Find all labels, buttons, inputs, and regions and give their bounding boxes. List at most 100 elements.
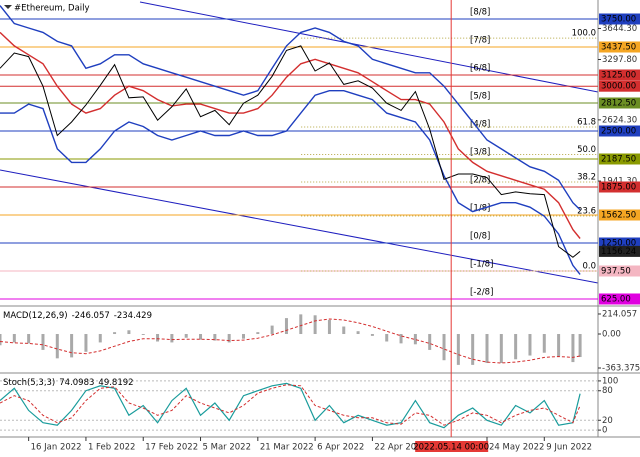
level-label: 937.50 — [601, 266, 631, 276]
fib-label: 38.2 — [577, 173, 596, 183]
macd-bar — [442, 334, 446, 361]
fib-label: 100.0 — [572, 29, 596, 39]
macd-bar — [27, 334, 31, 344]
macd-bar — [413, 334, 417, 345]
macd-bar — [241, 334, 245, 339]
level-tag — [599, 293, 640, 305]
price-line — [0, 45, 581, 258]
macd-bar — [485, 334, 489, 364]
price-line — [0, 5, 581, 211]
macd-bar — [55, 334, 59, 359]
x-tick-label: 22 Apr 2022 — [374, 443, 427, 453]
x-tick-label: 9 Jun 2022 — [546, 443, 592, 453]
murrey-label: [3/8] — [470, 147, 490, 157]
level-tag — [599, 97, 640, 109]
level-label: 1875.00 — [601, 182, 636, 192]
macd-bar — [98, 334, 102, 343]
murrey-label: [8/8] — [470, 7, 490, 17]
murrey-label: [1/8] — [470, 203, 490, 213]
fib-label: 61.8 — [577, 118, 596, 128]
chart-title: #Ethereum, Daily — [14, 4, 90, 14]
macd-bar — [141, 334, 145, 335]
stoch-header: Stoch(5,3,3) 74.0983 49.8192 — [3, 378, 134, 388]
level-tag — [599, 265, 640, 277]
x-tick-label: 21 Mar 2022 — [260, 443, 314, 453]
macd-bar — [528, 334, 532, 356]
macd-bar — [342, 326, 346, 335]
macd-bar — [471, 334, 475, 365]
marker-label: 2022.05.14 00:00 — [413, 443, 489, 453]
macd-signal — [0, 318, 581, 364]
y-tick-label: 20 — [602, 416, 613, 426]
level-tag — [599, 13, 640, 25]
level-tag — [599, 80, 640, 92]
macd-bar — [127, 330, 131, 335]
macd-bar — [370, 334, 374, 336]
y-tick-label: 214.057 — [602, 309, 637, 319]
price-line — [0, 31, 581, 239]
macd-bar — [213, 334, 217, 341]
y-tick-label: 2624.30 — [602, 115, 637, 125]
macd-bar — [299, 314, 303, 335]
x-tick-label: 1 Feb 2022 — [88, 443, 136, 453]
level-tag — [599, 69, 640, 81]
level-tag — [599, 209, 640, 221]
macd-header: MACD(12,26,9) -246.057 -234.429 — [3, 311, 152, 321]
level-label: 3125.00 — [601, 70, 636, 80]
level-tag — [599, 153, 640, 165]
stoch-main — [0, 382, 581, 429]
level-label: 3000.00 — [601, 82, 636, 92]
macd-bar — [170, 334, 174, 343]
macd-bar — [428, 334, 432, 350]
x-tick-label: 5 Mar 2022 — [203, 443, 251, 453]
fib-label: 0.0 — [582, 261, 596, 271]
y-tick-label: 0.00 — [602, 330, 621, 340]
level-tag — [599, 41, 640, 53]
level-label: 625.00 — [601, 294, 631, 304]
x-tick-label: 6 Apr 2022 — [317, 443, 364, 453]
macd-bar — [113, 332, 117, 335]
macd-header-part: MACD(12,26,9) — [3, 311, 68, 321]
macd-bar — [499, 334, 503, 364]
stoch-header-part: 74.0983 — [59, 378, 94, 388]
y-tick-label: 3297.80 — [602, 55, 637, 65]
macd-bar — [578, 334, 582, 358]
stoch-header-part: Stoch(5,3,3) — [3, 378, 55, 388]
macd-bar — [313, 315, 317, 335]
symbol-icon — [4, 5, 12, 9]
macd-bar — [385, 334, 389, 342]
macd-bar — [41, 334, 45, 350]
macd-bar — [12, 334, 16, 343]
macd-bar — [0, 334, 2, 346]
level-tag — [599, 125, 640, 137]
x-tick-label: 24 May 2022 — [489, 443, 544, 453]
macd-bar — [356, 331, 360, 335]
murrey-label: [0/8] — [470, 231, 490, 241]
macd-bar — [256, 332, 260, 335]
level-tag — [599, 181, 640, 193]
macd-bar — [199, 334, 203, 340]
last-price-tag — [599, 245, 640, 257]
y-tick-label: -363.375 — [602, 364, 640, 374]
stoch-header-part: 49.8192 — [98, 378, 133, 388]
y-tick-label: 100 — [602, 376, 618, 386]
macd-bar — [227, 334, 231, 343]
macd-bar — [184, 334, 188, 338]
macd-header-part: -234.429 — [114, 311, 152, 321]
level-label: 3437.50 — [601, 42, 636, 52]
macd-bar — [70, 334, 74, 358]
murrey-label: [6/8] — [470, 63, 490, 73]
macd-bar — [327, 319, 331, 335]
murrey-label: [-1/8] — [470, 259, 493, 269]
fib-label: 50.0 — [577, 145, 596, 155]
macd-bar — [284, 318, 288, 335]
macd-bar — [456, 334, 460, 365]
x-tick-label: 17 Feb 2022 — [145, 443, 198, 453]
macd-bar — [542, 334, 546, 353]
level-label: 2187.50 — [601, 154, 636, 164]
macd-bar — [399, 334, 403, 344]
murrey-label: [7/8] — [470, 35, 490, 45]
level-label: 1250.00 — [601, 238, 636, 248]
marker-tag — [415, 441, 489, 452]
